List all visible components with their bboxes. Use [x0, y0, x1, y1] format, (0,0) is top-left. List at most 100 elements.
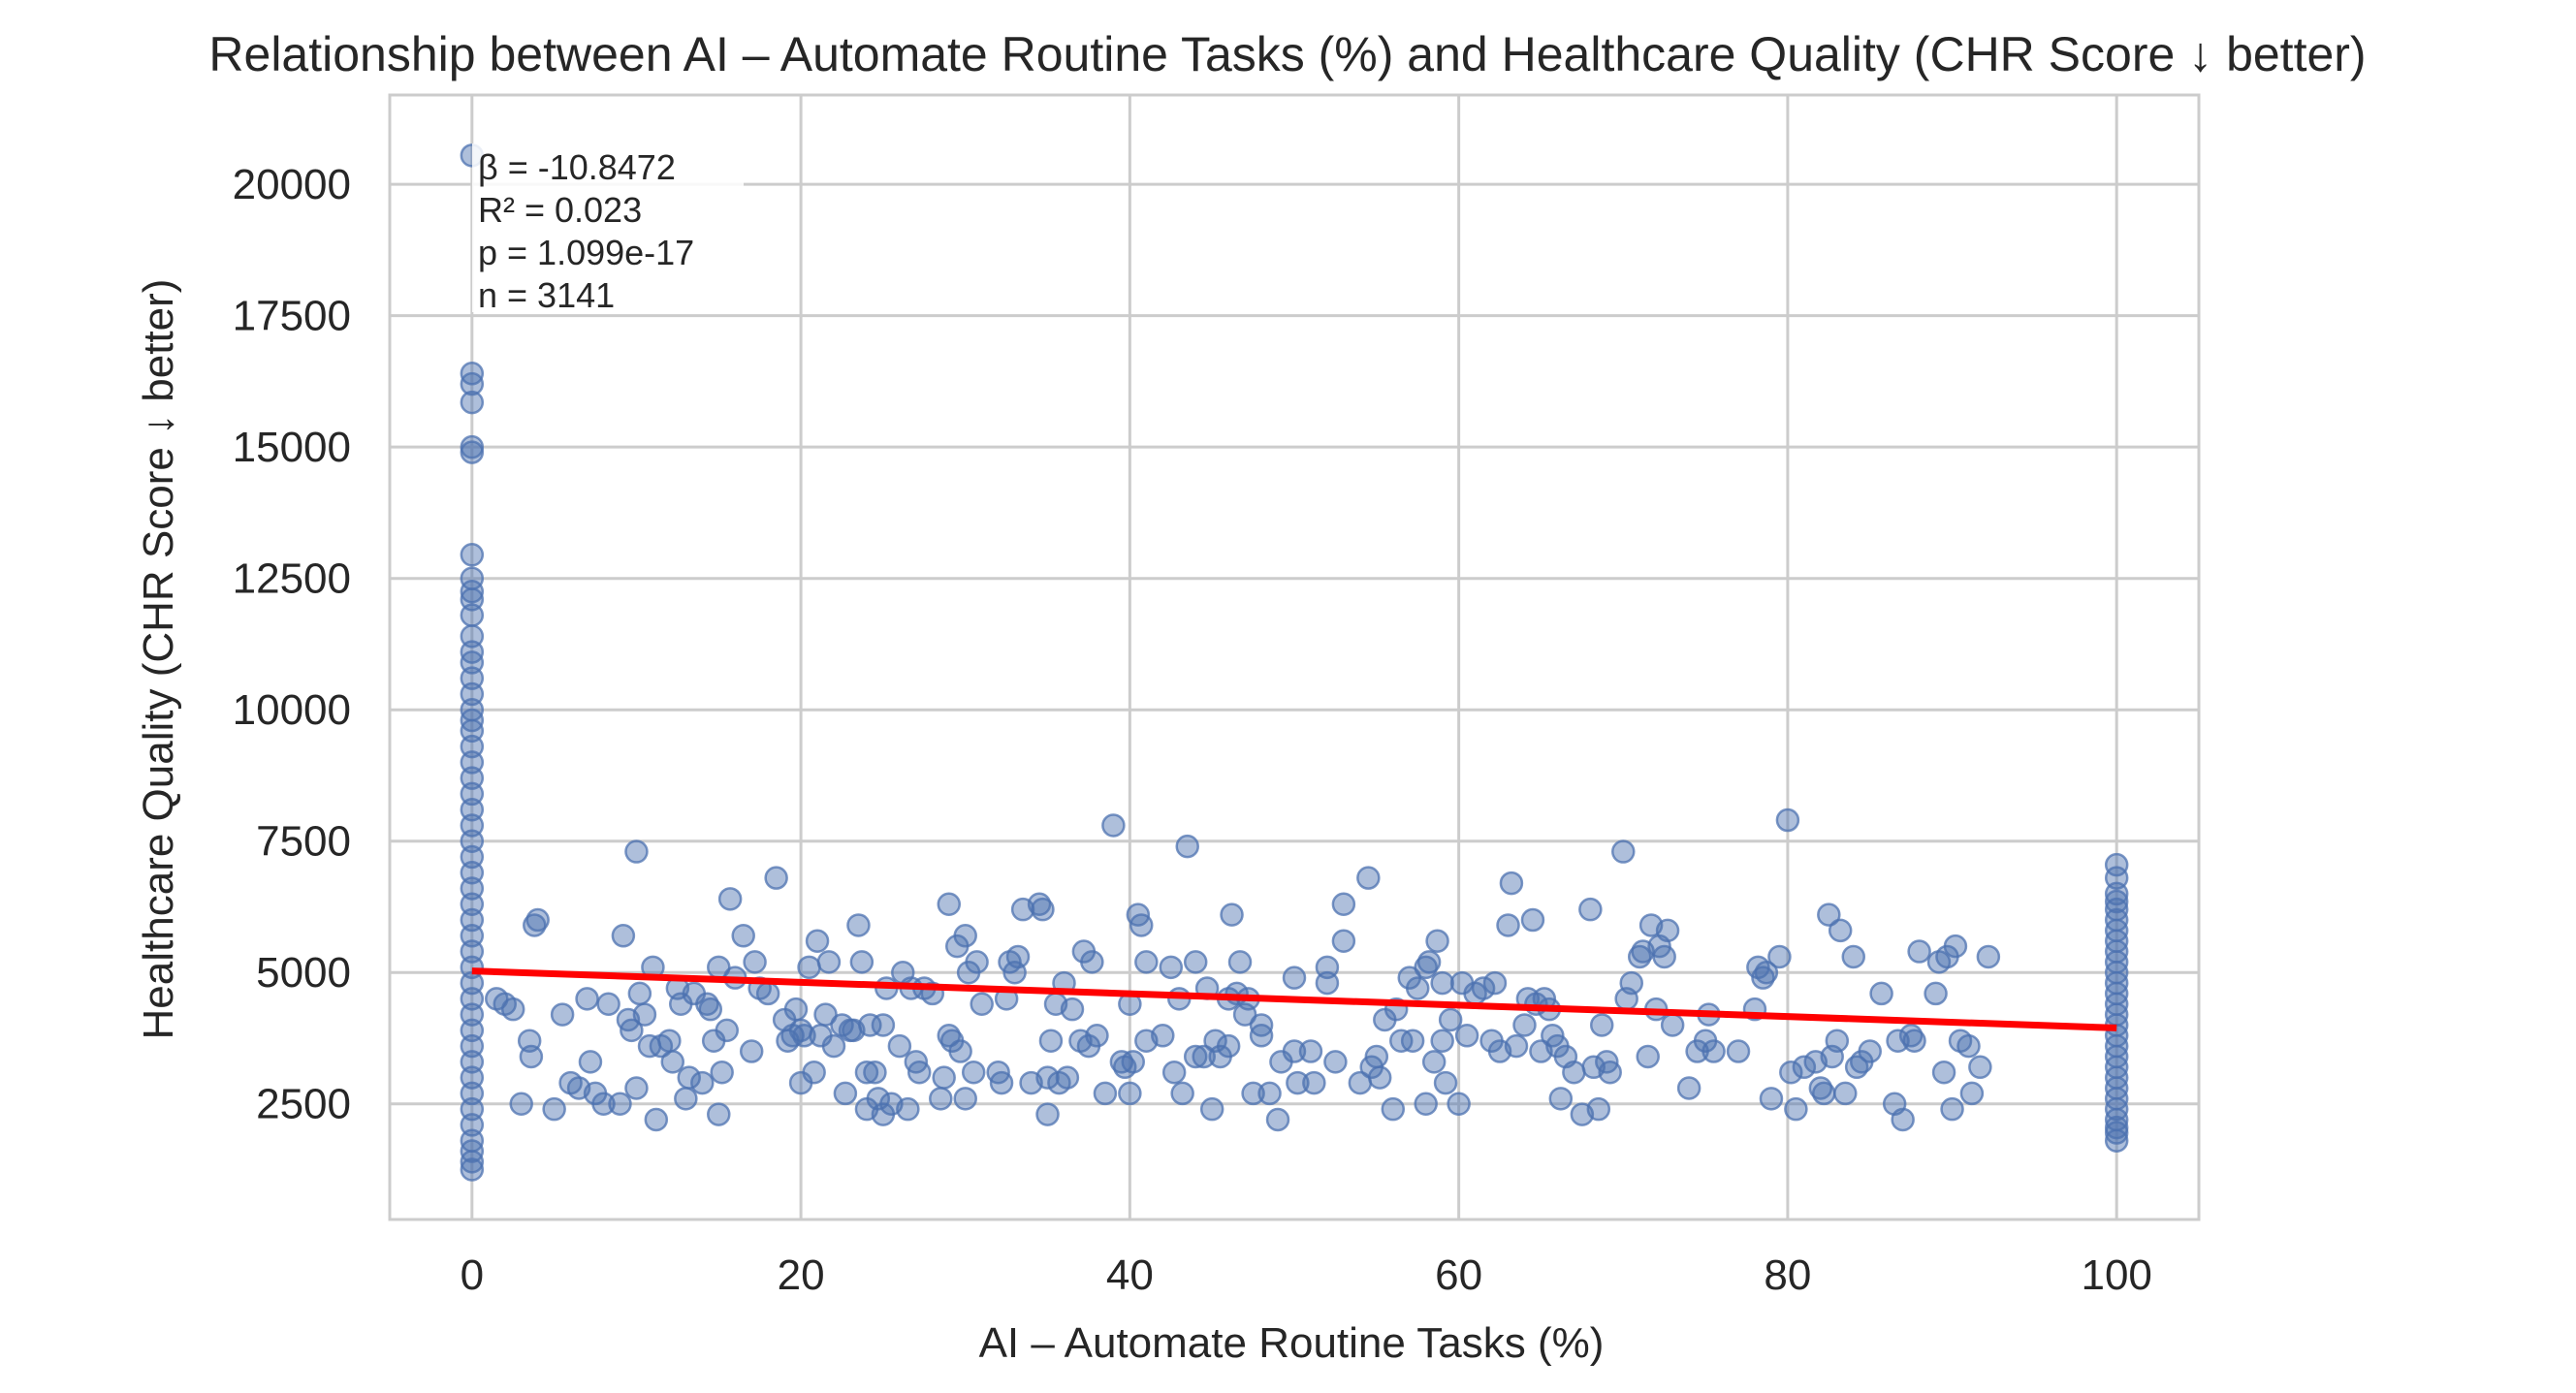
data-point — [1959, 1081, 1985, 1106]
stats-line: n = 3141 — [478, 275, 615, 315]
data-point — [1792, 1055, 1817, 1080]
data-point — [1331, 892, 1356, 917]
data-point — [953, 1087, 977, 1111]
data-point — [1381, 1096, 1406, 1122]
data-point — [460, 371, 485, 396]
data-point — [1101, 813, 1126, 838]
data-point — [1931, 1060, 1956, 1085]
data-point — [460, 1150, 485, 1174]
data-point — [1891, 1107, 1915, 1132]
data-point — [821, 1033, 846, 1059]
data-point — [509, 1092, 533, 1116]
data-point — [896, 1096, 920, 1122]
data-point — [1331, 929, 1356, 953]
data-point — [1430, 970, 1454, 996]
data-point — [1161, 1060, 1187, 1085]
data-point — [1055, 1065, 1080, 1090]
data-point — [743, 950, 767, 974]
data-point — [591, 1092, 616, 1116]
data-point — [715, 1018, 740, 1043]
data-point — [1298, 1039, 1323, 1063]
data-point — [1598, 1060, 1622, 1085]
data-point — [846, 913, 871, 937]
data-point — [1841, 944, 1866, 969]
data-point — [624, 1076, 649, 1100]
data-point — [1968, 1055, 1992, 1080]
data-point — [863, 1060, 887, 1085]
data-point — [519, 1044, 544, 1069]
data-point — [1286, 1070, 1310, 1095]
x-tick-label: 40 — [1106, 1251, 1154, 1299]
data-point — [460, 440, 485, 464]
stats-line: R² = 0.023 — [478, 190, 642, 230]
data-point — [1257, 1081, 1282, 1106]
data-point — [460, 603, 485, 627]
data-point — [1562, 1060, 1586, 1085]
data-points — [460, 143, 2129, 1182]
data-point — [1265, 1107, 1290, 1132]
data-point — [813, 1002, 838, 1027]
data-point — [1315, 970, 1340, 996]
stats-line: β = -10.8472 — [478, 147, 676, 187]
data-point — [1636, 1044, 1660, 1069]
data-point — [460, 390, 485, 415]
data-point — [953, 924, 977, 948]
data-point — [1400, 1029, 1425, 1053]
data-point — [961, 1060, 986, 1085]
data-point — [525, 907, 550, 933]
data-point — [698, 997, 723, 1022]
data-point — [1869, 981, 1893, 1006]
data-point — [1175, 834, 1199, 859]
data-point — [1220, 902, 1244, 927]
data-point — [1499, 871, 1524, 896]
data-point — [1433, 1070, 1458, 1095]
data-point — [1512, 1013, 1537, 1037]
data-point — [1414, 1092, 1438, 1116]
data-point — [1828, 918, 1853, 943]
data-point — [816, 950, 842, 974]
data-point — [764, 866, 788, 890]
y-tick-labels: 2500 5000 7500 10000 12500 15000 17500 20000 — [233, 161, 351, 1128]
data-point — [1367, 1065, 1392, 1090]
data-point — [1943, 934, 1968, 959]
data-point — [1825, 1029, 1850, 1053]
data-point — [460, 579, 485, 604]
data-point — [854, 1060, 879, 1085]
data-point — [500, 997, 525, 1022]
data-point — [1170, 1081, 1194, 1106]
y-tick-label: 20000 — [233, 161, 351, 208]
data-point — [1416, 950, 1442, 974]
data-point — [792, 1024, 816, 1048]
data-point — [1759, 1087, 1784, 1111]
data-point — [624, 839, 649, 864]
data-point — [1940, 1096, 1964, 1122]
data-point — [1159, 955, 1184, 980]
data-point — [1976, 944, 2001, 969]
data-point — [1121, 1050, 1146, 1074]
data-point — [948, 1039, 972, 1063]
data-point — [1520, 907, 1545, 933]
data-point — [2104, 852, 2129, 877]
x-axis-label: AI – Automate Routine Tasks (%) — [979, 1319, 1605, 1367]
data-point — [887, 1033, 912, 1059]
data-point — [575, 987, 599, 1011]
data-point — [1425, 929, 1449, 953]
data-point — [1364, 1044, 1389, 1069]
data-point — [1956, 1033, 1981, 1059]
data-point — [1118, 1081, 1142, 1106]
x-tick-label: 60 — [1435, 1251, 1482, 1299]
regression-line — [471, 967, 2117, 1031]
data-point — [906, 1060, 932, 1085]
data-point — [611, 924, 636, 948]
data-point — [1199, 1096, 1224, 1122]
data-point — [1005, 944, 1031, 969]
data-point — [674, 1087, 698, 1111]
data-point — [1676, 1076, 1701, 1100]
x-tick-label: 0 — [461, 1251, 484, 1299]
data-point — [1775, 807, 1800, 833]
data-point — [1241, 1081, 1265, 1106]
data-point — [1080, 950, 1104, 974]
data-point — [1589, 1013, 1614, 1037]
data-point — [1447, 1092, 1471, 1116]
